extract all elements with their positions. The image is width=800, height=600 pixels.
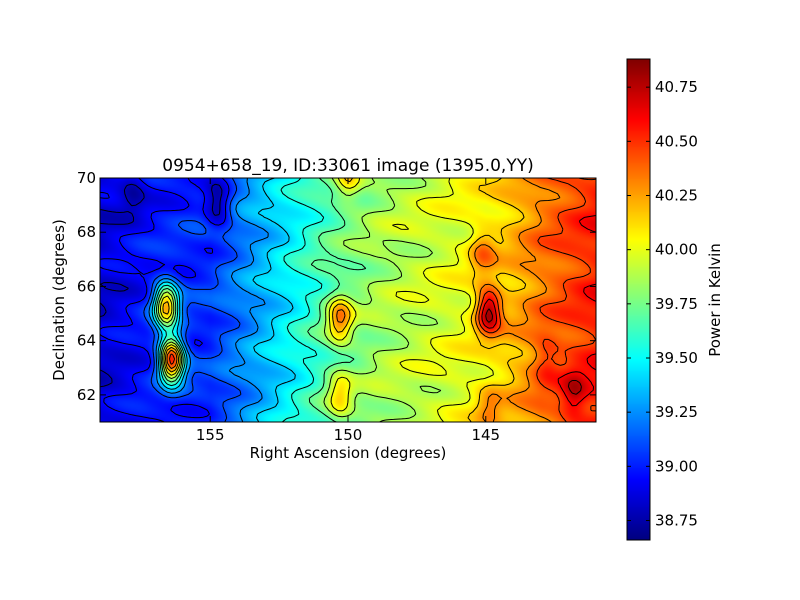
colorbar-tick-label: 40.50 — [655, 132, 698, 150]
colorbar-frame — [626, 58, 651, 541]
colorbar-tick-label: 40.25 — [655, 187, 698, 205]
y-axis-label: Declination (degrees) — [50, 219, 68, 381]
contour-level — [148, 178, 269, 422]
x-tick-label: 150 — [334, 426, 363, 444]
chart-title: 0954+658_19, ID:33061 image (1395.0,YY) — [162, 156, 534, 176]
y-tick-label: 62 — [77, 386, 96, 404]
colorbar-label: Power in Kelvin — [706, 243, 724, 357]
contour-level — [156, 178, 367, 422]
colorbar-ticks: 38.75 39.00 39.25 39.50 39.75 40.00 40.25 40.50… — [627, 78, 698, 530]
x-tick-label: 145 — [471, 426, 500, 444]
contour-level — [481, 215, 596, 407]
colorbar — [626, 58, 651, 541]
y-tick-label: 70 — [77, 169, 96, 187]
colorbar-tick-label: 38.75 — [655, 512, 698, 530]
y-tick-label: 66 — [77, 277, 96, 295]
contour-level — [166, 178, 561, 422]
x-axis-label: Right Ascension (degrees) — [250, 444, 447, 462]
y-tick-label: 68 — [77, 223, 96, 241]
contour-level — [153, 178, 325, 422]
colorbar-tick-label: 40.00 — [655, 241, 698, 259]
x-axis-ticks: 155 150 145 — [196, 178, 500, 444]
heatmap — [100, 178, 596, 422]
colorbar-tick-label: 39.75 — [655, 295, 698, 313]
colorbar-tick-label: 39.00 — [655, 457, 698, 475]
contour-lines — [100, 178, 596, 422]
x-tick-label: 155 — [196, 426, 225, 444]
contour-level — [157, 178, 442, 422]
y-tick-label: 64 — [77, 332, 96, 350]
colorbar-tick-label: 39.25 — [655, 403, 698, 421]
contour-level — [151, 178, 296, 422]
y-axis-ticks: 62 64 66 68 70 — [77, 169, 596, 404]
colorbar-tick-label: 40.75 — [655, 78, 698, 96]
contour-level — [162, 178, 527, 422]
contour-level — [143, 178, 242, 422]
contour-level — [485, 308, 582, 395]
contour-level — [159, 178, 494, 422]
colorbar-tick-label: 39.50 — [655, 349, 698, 367]
